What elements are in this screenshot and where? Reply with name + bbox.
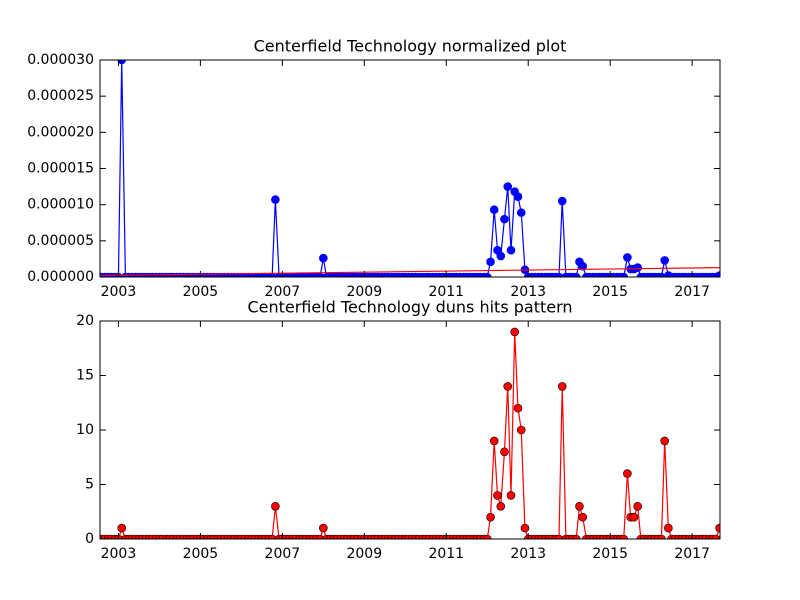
y-tick-label: 0.000005 [27, 233, 94, 249]
marker [619, 272, 629, 277]
marker [571, 534, 581, 539]
x-tick-label: 2003 [101, 546, 137, 562]
marker [482, 272, 492, 277]
marker [267, 534, 277, 539]
y-tick-label: 0 [85, 531, 94, 547]
x-tick-label: 2003 [101, 284, 137, 300]
marker [486, 512, 495, 522]
chart-title: Centerfield Technology normalized plot [254, 37, 567, 56]
x-tick-label: 2011 [428, 284, 464, 300]
x-tick-label: 2015 [592, 284, 628, 300]
series-line [101, 60, 720, 277]
marker [489, 436, 499, 446]
y-tick-label: 15 [76, 368, 94, 384]
marker [633, 501, 642, 511]
marker [315, 534, 325, 539]
marker [493, 491, 502, 500]
marker [516, 425, 526, 435]
marker [510, 327, 519, 337]
x-tick-label: 2007 [265, 284, 301, 300]
y-tick-label: 0.000015 [27, 161, 94, 177]
marker [513, 403, 523, 413]
x-tick-label: 2011 [428, 546, 464, 562]
x-tick-label: 2005 [183, 284, 219, 300]
y-tick-label: 0.000025 [27, 88, 94, 104]
marker [489, 205, 499, 215]
marker [554, 534, 564, 539]
marker [319, 523, 328, 533]
marker [557, 196, 567, 206]
marker [660, 256, 669, 265]
marker [503, 182, 513, 191]
trend-line [100, 266, 720, 277]
marker [117, 523, 127, 533]
y-tick-label: 0.000030 [27, 52, 94, 68]
y-tick-label: 5 [85, 477, 94, 493]
marker [496, 251, 506, 261]
x-tick-label: 2015 [592, 546, 628, 562]
series-line [101, 331, 720, 539]
marker [117, 60, 127, 65]
marker [500, 447, 509, 457]
marker [633, 263, 642, 272]
marker [516, 208, 526, 217]
marker [486, 257, 495, 267]
marker [319, 253, 328, 263]
marker [575, 501, 584, 511]
axes-frame [99, 320, 721, 540]
marker [623, 469, 632, 478]
y-tick-label: 10 [76, 422, 94, 438]
marker [557, 382, 567, 391]
marker [271, 195, 280, 204]
x-tick-label: 2005 [183, 546, 219, 562]
marker [629, 512, 639, 522]
marker [578, 261, 588, 271]
marker [513, 192, 523, 202]
y-tick-label: 0.000010 [27, 197, 94, 213]
marker [657, 272, 666, 277]
marker [271, 501, 280, 511]
axes-frame [99, 59, 721, 278]
marker [657, 534, 666, 539]
x-tick-label: 2017 [674, 284, 710, 300]
y-tick-label: 0.000020 [27, 124, 94, 140]
x-tick-label: 2009 [346, 284, 382, 300]
y-tick-label: 0.000000 [27, 269, 94, 285]
marker [482, 534, 492, 539]
marker [554, 272, 564, 277]
marker [500, 214, 509, 224]
marker [578, 512, 588, 522]
marker [664, 523, 673, 533]
marker [711, 534, 720, 539]
marker [496, 501, 506, 511]
marker [506, 491, 516, 500]
x-tick-label: 2007 [265, 546, 301, 562]
marker [503, 382, 513, 391]
x-tick-label: 2013 [510, 284, 546, 300]
marker [619, 534, 629, 539]
plot-area [100, 327, 720, 539]
marker [660, 436, 669, 446]
y-tick-label: 20 [76, 313, 94, 329]
x-tick-label: 2009 [346, 546, 382, 562]
marker [506, 245, 516, 255]
chart-title: Centerfield Technology duns hits pattern [247, 298, 572, 317]
marker [623, 253, 632, 262]
x-tick-label: 2013 [510, 546, 546, 562]
x-tick-label: 2017 [674, 546, 710, 562]
marker [571, 272, 581, 277]
plot-area [100, 60, 720, 277]
marker [520, 523, 530, 533]
